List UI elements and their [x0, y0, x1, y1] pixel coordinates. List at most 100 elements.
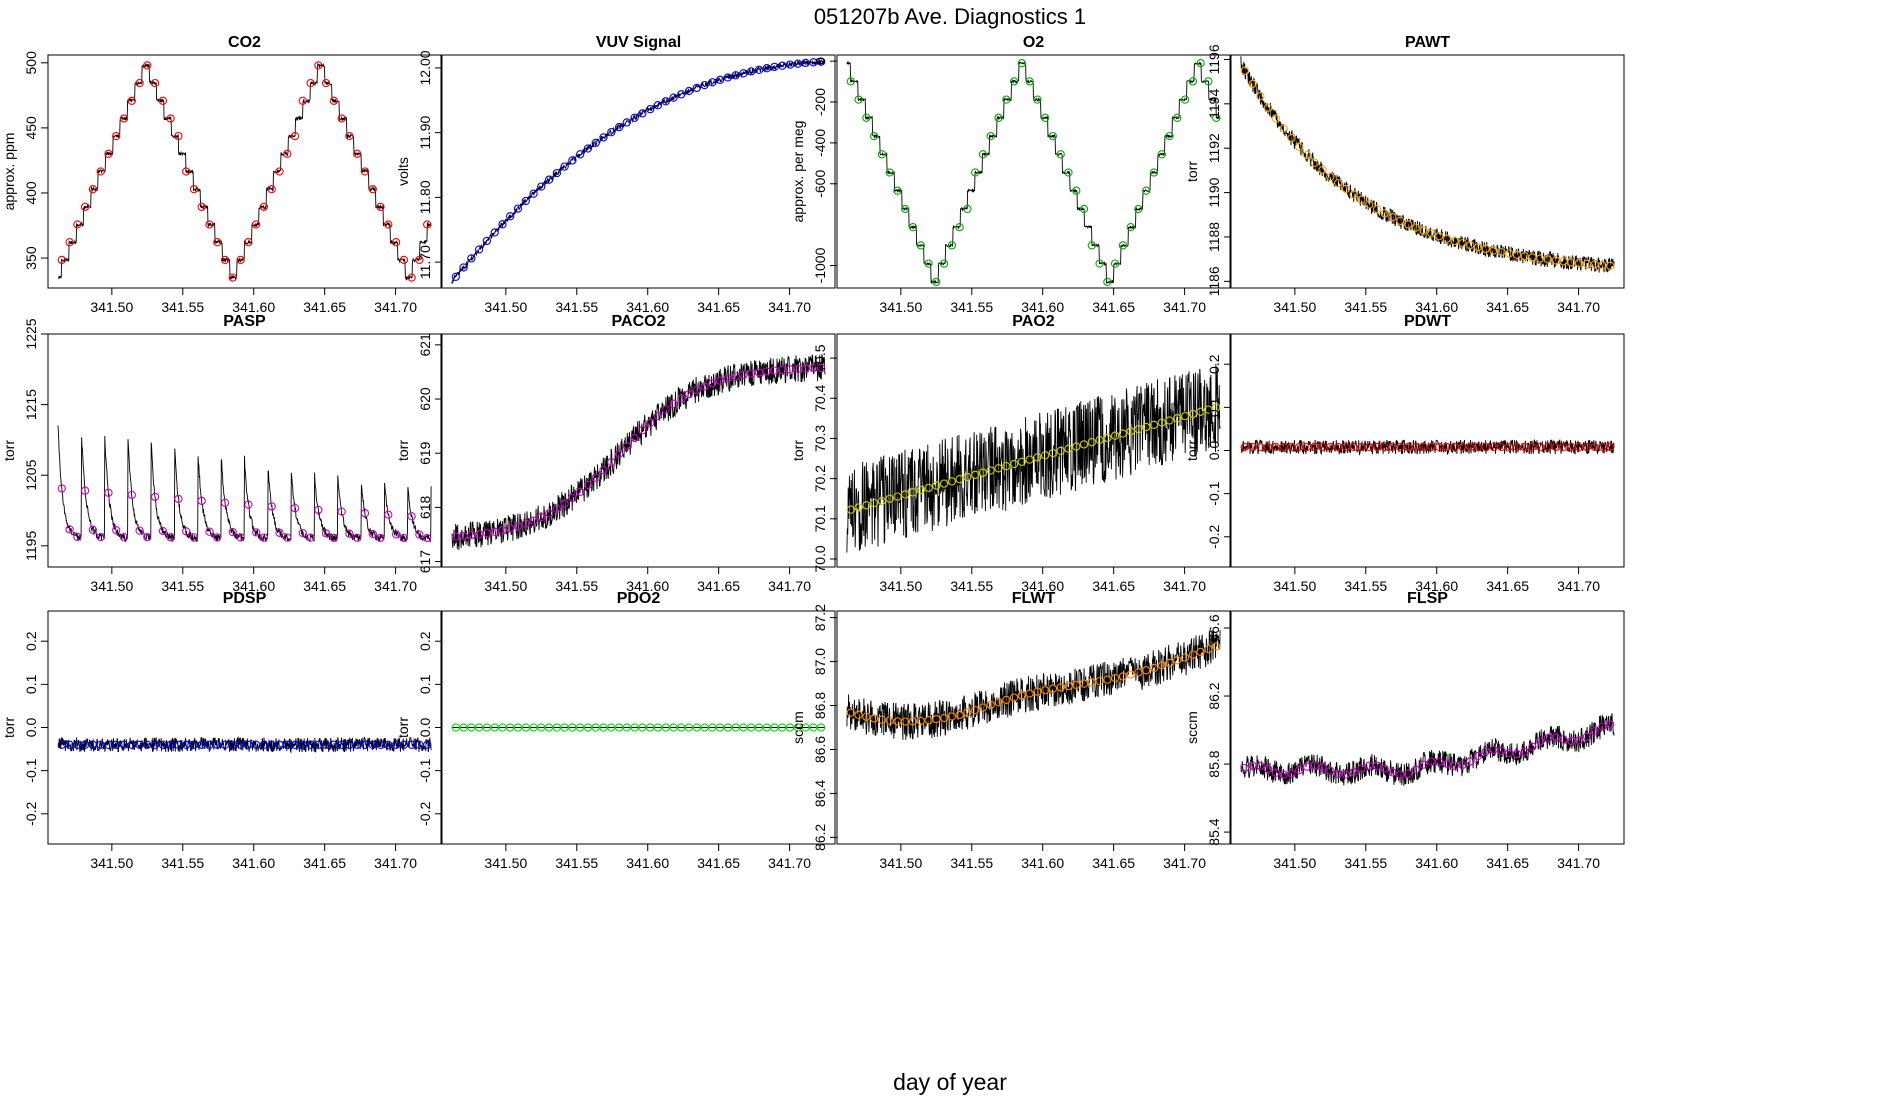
average-point	[1009, 693, 1019, 702]
average-point	[1598, 722, 1607, 731]
average-point	[778, 61, 787, 70]
average-point	[560, 723, 569, 732]
average-point	[96, 740, 105, 749]
average-point	[862, 712, 871, 721]
average-point	[306, 533, 315, 542]
x-tick-label: 341.65	[697, 578, 740, 594]
average-point	[1466, 241, 1475, 250]
average-point	[1110, 673, 1120, 683]
average-point	[568, 723, 577, 732]
average-point	[916, 485, 925, 495]
average-point	[88, 525, 98, 534]
y-axis-label: torr	[395, 440, 411, 461]
average-point	[513, 723, 523, 732]
average-point	[1427, 229, 1436, 238]
average-point	[57, 484, 66, 493]
average-point	[1263, 442, 1273, 452]
average-point	[622, 441, 631, 451]
average-point	[1520, 252, 1529, 261]
average-point	[1489, 442, 1498, 452]
average-point	[384, 510, 393, 519]
average-point	[1134, 425, 1143, 434]
average-point	[376, 202, 385, 212]
panel-pao2: PAO2 341.50 341.55 341.60 341.65 341.70 70.0 70…	[790, 313, 1231, 594]
average-point	[529, 516, 538, 525]
y-tick-label: 618	[417, 496, 433, 520]
y-tick-label: 400	[23, 181, 39, 205]
y-tick-label: 70.3	[812, 425, 828, 452]
average-point	[1126, 223, 1135, 232]
average-point	[1559, 442, 1568, 452]
average-point	[1056, 150, 1065, 159]
average-point	[877, 150, 887, 159]
average-point	[1520, 747, 1529, 756]
average-point	[459, 723, 468, 732]
average-point	[174, 131, 183, 141]
average-point	[1473, 242, 1483, 252]
average-point	[700, 723, 709, 732]
average-point	[1256, 92, 1265, 101]
average-point	[1590, 442, 1599, 452]
average-point	[1388, 213, 1397, 222]
average-point	[1033, 453, 1042, 462]
y-tick-label: 0.2	[1206, 354, 1222, 374]
plot-frame	[441, 54, 836, 289]
average-point	[544, 175, 554, 184]
data-trace	[846, 60, 1221, 285]
x-tick-label: 341.55	[555, 855, 598, 871]
average-point	[684, 389, 694, 399]
average-point	[653, 101, 663, 110]
average-point	[1365, 200, 1374, 209]
average-point	[1110, 259, 1120, 268]
average-point	[513, 522, 523, 531]
average-point	[290, 504, 300, 513]
average-point	[552, 504, 562, 513]
average-point	[599, 465, 608, 475]
average-point	[1512, 250, 1522, 260]
average-point	[1017, 457, 1026, 466]
average-point	[1142, 666, 1151, 675]
average-point	[150, 492, 160, 502]
average-point	[1442, 234, 1452, 243]
average-point	[963, 708, 972, 717]
average-point	[298, 96, 307, 105]
x-tick-label: 341.60	[626, 578, 669, 594]
average-point	[1341, 184, 1351, 194]
y-tick-label: 87.2	[812, 604, 828, 631]
average-point	[700, 80, 709, 90]
x-tick-label: 341.60	[626, 855, 669, 871]
average-point	[197, 202, 206, 212]
average-point	[1372, 761, 1382, 770]
average-point	[537, 182, 546, 191]
y-tick-label: 0	[812, 57, 828, 65]
average-point	[1403, 220, 1413, 229]
x-tick-label: 341.55	[950, 299, 993, 315]
average-point	[1048, 448, 1058, 458]
average-point	[939, 713, 949, 723]
average-point	[1302, 150, 1312, 160]
average-point	[1349, 442, 1358, 452]
y-tick-label: 1196	[1206, 44, 1222, 74]
average-point	[259, 740, 269, 749]
average-point	[1087, 438, 1096, 447]
average-point	[1271, 442, 1281, 452]
average-point	[1180, 411, 1190, 421]
average-point	[932, 277, 941, 287]
average-point	[560, 162, 569, 171]
average-point	[1326, 442, 1335, 452]
panel-title: PACO2	[612, 313, 666, 330]
x-tick-label: 341.60	[232, 299, 275, 315]
x-tick-label: 341.70	[768, 299, 811, 315]
average-point	[638, 723, 647, 732]
average-point	[1318, 762, 1327, 772]
average-point	[467, 531, 476, 540]
average-point	[1002, 95, 1011, 104]
average-point	[560, 499, 569, 508]
average-point	[684, 723, 694, 732]
y-tick-label: 617	[417, 550, 433, 574]
average-point	[182, 167, 191, 176]
average-point	[661, 405, 670, 414]
average-point	[1149, 663, 1159, 673]
average-point	[459, 531, 468, 541]
average-point	[908, 223, 918, 232]
